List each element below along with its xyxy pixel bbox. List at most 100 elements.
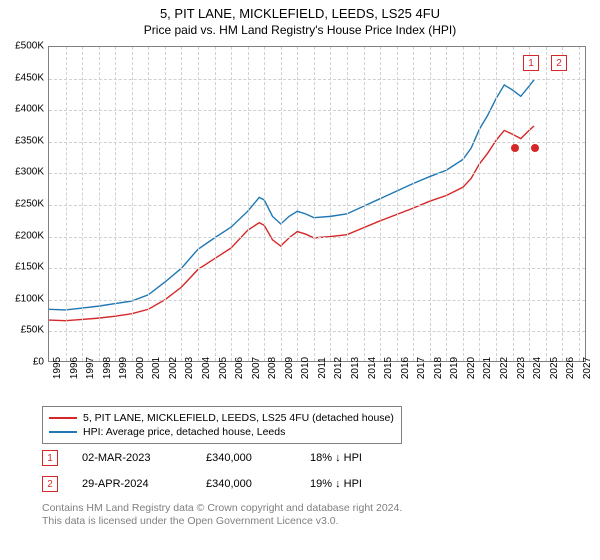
grid-line-horizontal — [49, 110, 585, 111]
grid-line-horizontal — [49, 300, 585, 301]
plot-area: 12 — [48, 46, 586, 362]
x-axis-label: 2013 — [350, 357, 361, 379]
y-axis-label: £400K — [4, 104, 44, 115]
grid-line-vertical — [430, 47, 431, 361]
x-axis-label: 2006 — [234, 357, 245, 379]
grid-line-horizontal — [49, 331, 585, 332]
grid-line-vertical — [380, 47, 381, 361]
footer-line: Contains HM Land Registry data © Crown c… — [42, 502, 402, 515]
sale-price: £340,000 — [206, 452, 286, 464]
x-axis-label: 2024 — [532, 357, 543, 379]
grid-line-vertical — [148, 47, 149, 361]
sale-date: 29-APR-2024 — [82, 478, 182, 490]
grid-line-vertical — [198, 47, 199, 361]
x-axis-label: 2000 — [135, 357, 146, 379]
x-axis-label: 2008 — [267, 357, 278, 379]
grid-line-vertical — [496, 47, 497, 361]
x-axis-label: 1999 — [118, 357, 129, 379]
grid-line-vertical — [281, 47, 282, 361]
grid-line-vertical — [297, 47, 298, 361]
grid-line-vertical — [132, 47, 133, 361]
grid-line-vertical — [347, 47, 348, 361]
y-axis-label: £150K — [4, 262, 44, 273]
sale-marker-dot — [511, 144, 519, 152]
sale-marker-dot — [531, 144, 539, 152]
grid-line-vertical — [529, 47, 530, 361]
y-axis-label: £500K — [4, 41, 44, 52]
x-axis-label: 2007 — [251, 357, 262, 379]
grid-line-vertical — [215, 47, 216, 361]
sale-index-box: 2 — [551, 55, 567, 71]
x-axis-label: 2027 — [582, 357, 593, 379]
x-axis-label: 2002 — [168, 357, 179, 379]
y-axis-label: £0 — [4, 357, 44, 368]
y-axis-label: £300K — [4, 167, 44, 178]
x-axis-label: 2010 — [300, 357, 311, 379]
legend-row: HPI: Average price, detached house, Leed… — [49, 425, 395, 439]
x-axis-label: 2011 — [317, 357, 328, 379]
grid-line-vertical — [181, 47, 182, 361]
y-axis-label: £250K — [4, 199, 44, 210]
x-axis-label: 2004 — [201, 357, 212, 379]
sale-index-box: 2 — [42, 476, 58, 492]
x-axis-label: 1998 — [102, 357, 113, 379]
grid-line-vertical — [463, 47, 464, 361]
legend-row: 5, PIT LANE, MICKLEFIELD, LEEDS, LS25 4F… — [49, 411, 395, 425]
y-axis-label: £350K — [4, 135, 44, 146]
x-axis-label: 2017 — [416, 357, 427, 379]
x-axis-label: 1995 — [52, 357, 63, 379]
legend-swatch — [49, 431, 77, 433]
grid-line-vertical — [579, 47, 580, 361]
x-axis-label: 2018 — [433, 357, 444, 379]
grid-line-vertical — [513, 47, 514, 361]
y-axis-label: £200K — [4, 230, 44, 241]
grid-line-vertical — [364, 47, 365, 361]
grid-line-vertical — [66, 47, 67, 361]
grid-line-vertical — [479, 47, 480, 361]
grid-line-vertical — [231, 47, 232, 361]
grid-line-vertical — [115, 47, 116, 361]
y-axis-label: £100K — [4, 293, 44, 304]
grid-line-vertical — [562, 47, 563, 361]
chart-subtitle: Price paid vs. HM Land Registry's House … — [0, 21, 600, 41]
grid-line-vertical — [546, 47, 547, 361]
legend: 5, PIT LANE, MICKLEFIELD, LEEDS, LS25 4F… — [42, 406, 402, 444]
sale-index-box: 1 — [42, 450, 58, 466]
legend-swatch — [49, 417, 77, 419]
footer-line: This data is licensed under the Open Gov… — [42, 515, 402, 528]
footer-attribution: Contains HM Land Registry data © Crown c… — [42, 502, 402, 528]
x-axis-label: 2012 — [333, 357, 344, 379]
sale-row: 229-APR-2024£340,00019% ↓ HPI — [42, 476, 362, 492]
y-axis-label: £450K — [4, 72, 44, 83]
x-axis-label: 2005 — [218, 357, 229, 379]
x-axis-label: 1997 — [85, 357, 96, 379]
grid-line-horizontal — [49, 268, 585, 269]
x-axis-label: 2025 — [549, 357, 560, 379]
sale-delta: 18% ↓ HPI — [310, 452, 362, 464]
grid-line-vertical — [397, 47, 398, 361]
grid-line-vertical — [264, 47, 265, 361]
sale-row: 102-MAR-2023£340,00018% ↓ HPI — [42, 450, 362, 466]
x-axis-label: 2023 — [516, 357, 527, 379]
x-axis-label: 2026 — [565, 357, 576, 379]
x-axis-label: 2020 — [466, 357, 477, 379]
grid-line-horizontal — [49, 142, 585, 143]
grid-line-horizontal — [49, 173, 585, 174]
x-axis-label: 2014 — [367, 357, 378, 379]
sale-index-box: 1 — [523, 55, 539, 71]
legend-label: 5, PIT LANE, MICKLEFIELD, LEEDS, LS25 4F… — [83, 412, 394, 424]
x-axis-label: 2003 — [184, 357, 195, 379]
grid-line-vertical — [82, 47, 83, 361]
x-axis-label: 2009 — [284, 357, 295, 379]
x-axis-label: 2001 — [151, 357, 162, 379]
chart-title: 5, PIT LANE, MICKLEFIELD, LEEDS, LS25 4F… — [0, 0, 600, 21]
grid-line-vertical — [413, 47, 414, 361]
grid-line-vertical — [165, 47, 166, 361]
grid-line-horizontal — [49, 205, 585, 206]
y-axis-label: £50K — [4, 325, 44, 336]
grid-line-vertical — [248, 47, 249, 361]
legend-label: HPI: Average price, detached house, Leed… — [83, 426, 285, 438]
grid-line-vertical — [99, 47, 100, 361]
x-axis-label: 1996 — [69, 357, 80, 379]
grid-line-horizontal — [49, 237, 585, 238]
